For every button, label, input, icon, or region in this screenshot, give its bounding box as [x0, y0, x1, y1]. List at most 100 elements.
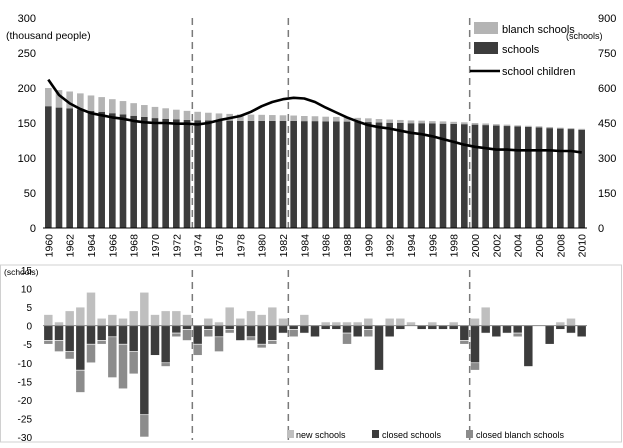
schools-bar	[66, 108, 73, 228]
closed-blanch-schools-bar	[182, 329, 192, 341]
new-schools-bar	[320, 321, 331, 326]
schools-bar	[354, 121, 361, 228]
new-schools-bar	[214, 321, 224, 326]
closed-schools-bar	[139, 325, 150, 416]
new-schools-bar	[555, 321, 566, 326]
closed-schools-bar	[470, 325, 480, 364]
closed-schools-bar	[576, 325, 587, 338]
closed-schools-bar	[256, 325, 267, 345]
schools-bar	[418, 123, 425, 228]
x-tick-label: 1962	[65, 234, 77, 258]
schools-bar	[130, 115, 137, 228]
schools-bar	[343, 121, 351, 228]
new-schools-bar	[256, 314, 267, 326]
closed-schools-bar	[438, 325, 448, 330]
y-tick-label: 100	[18, 153, 36, 165]
blanch-schools-bar	[567, 128, 575, 130]
new-schools-bar	[224, 306, 235, 326]
schools-bar	[407, 123, 415, 228]
closed-schools-bar	[214, 325, 224, 338]
bottom-chart: 15 10 5 0 -5 -10 -15 -20 -25 -30 (schools) new scho…	[0, 264, 622, 444]
blanch-schools-bar	[535, 126, 543, 128]
legend-label-schools: schools	[502, 44, 540, 56]
bottom-chart-frame	[0, 264, 622, 443]
x-tick-label: 1966	[107, 234, 119, 258]
blanch-schools-bar	[55, 90, 63, 108]
y-tick-label: -30	[18, 433, 33, 443]
x-tick-label: 1998	[449, 234, 461, 258]
new-schools-bar	[182, 314, 192, 326]
closed-blanch-schools-bar	[459, 340, 470, 345]
schools-bar	[269, 120, 276, 228]
blanch-schools-bar	[109, 99, 116, 114]
closed-schools-bar	[278, 325, 288, 334]
closed-blanch-schools-bar	[107, 336, 118, 378]
closed-schools-bar	[235, 325, 246, 341]
new-schools-bar	[118, 317, 128, 326]
schools-bar	[386, 122, 393, 228]
schools-bar	[333, 121, 340, 228]
blanch-schools-bar	[343, 117, 351, 122]
schools-bar	[237, 120, 244, 228]
schools-bar	[45, 106, 52, 228]
schools-bar	[471, 124, 479, 228]
x-tick-label: 1992	[385, 234, 397, 258]
blanch-schools-bar	[183, 110, 191, 120]
new-schools-bar	[352, 321, 363, 326]
closed-blanch-schools-bar	[171, 332, 182, 338]
schools-bar	[290, 120, 297, 228]
closed-schools-bar	[192, 325, 203, 345]
new-schools-bar	[128, 310, 139, 326]
new-schools-bar	[470, 317, 480, 326]
blanch-schools-bar	[333, 116, 340, 122]
new-schools-bar	[203, 317, 214, 326]
y-tick-label: 15	[21, 266, 33, 277]
blanch-schools-bar	[237, 114, 244, 121]
blanch-schools-bar	[578, 128, 585, 130]
x-tick-label: 1982	[278, 234, 290, 258]
new-schools-bar	[139, 291, 150, 326]
closed-blanch-schools-bar	[470, 362, 480, 371]
blanch-schools-bar	[429, 121, 436, 124]
closed-schools-bar	[288, 325, 299, 330]
schools-bar	[205, 120, 212, 228]
closed-blanch-schools-bar	[75, 369, 86, 393]
blanch-schools-bar	[301, 116, 308, 122]
schools-bar	[482, 125, 489, 228]
new-schools-bar	[331, 321, 342, 326]
closed-schools-bar	[64, 325, 75, 352]
y-tick-label: 300	[18, 13, 36, 25]
new-schools-bar	[64, 310, 75, 326]
closed-blanch-schools-bar	[224, 329, 235, 334]
blanch-schools-bar	[98, 97, 105, 112]
schools-bar	[162, 118, 169, 228]
schools-bar	[215, 120, 223, 228]
y2-tick-label: 600	[598, 83, 616, 95]
closed-blanch-schools-bar	[342, 332, 352, 345]
closed-schools-bar	[54, 325, 64, 341]
schools-bar	[450, 123, 457, 228]
closed-schools-bar	[459, 325, 470, 341]
blanch-schools-bar	[439, 121, 447, 124]
closed-blanch-schools-bar	[288, 329, 299, 338]
closed-schools-bar	[363, 325, 374, 330]
closed-schools-bar	[566, 325, 576, 334]
closed-schools-bar	[502, 325, 512, 334]
y-tick-label: 250	[18, 48, 36, 60]
new-schools-bar	[150, 314, 160, 326]
blanch-schools-bar	[354, 117, 361, 122]
y-tick-label: 0	[30, 223, 36, 235]
closed-schools-bar	[160, 325, 171, 364]
y-tick-label: 5	[26, 303, 32, 314]
x-tick-label: 1996	[427, 234, 439, 258]
blanch-schools-bar	[247, 114, 255, 121]
blanch-schools-bar	[151, 106, 159, 119]
closed-schools-bar	[246, 325, 256, 338]
x-tick-label: 2008	[555, 234, 567, 258]
blanch-schools-bar	[279, 115, 287, 121]
closed-schools-bar	[118, 325, 128, 345]
closed-schools-bar	[352, 325, 363, 338]
legend-swatch-new-schools	[287, 430, 294, 438]
blanch-schools-bar	[322, 116, 329, 122]
